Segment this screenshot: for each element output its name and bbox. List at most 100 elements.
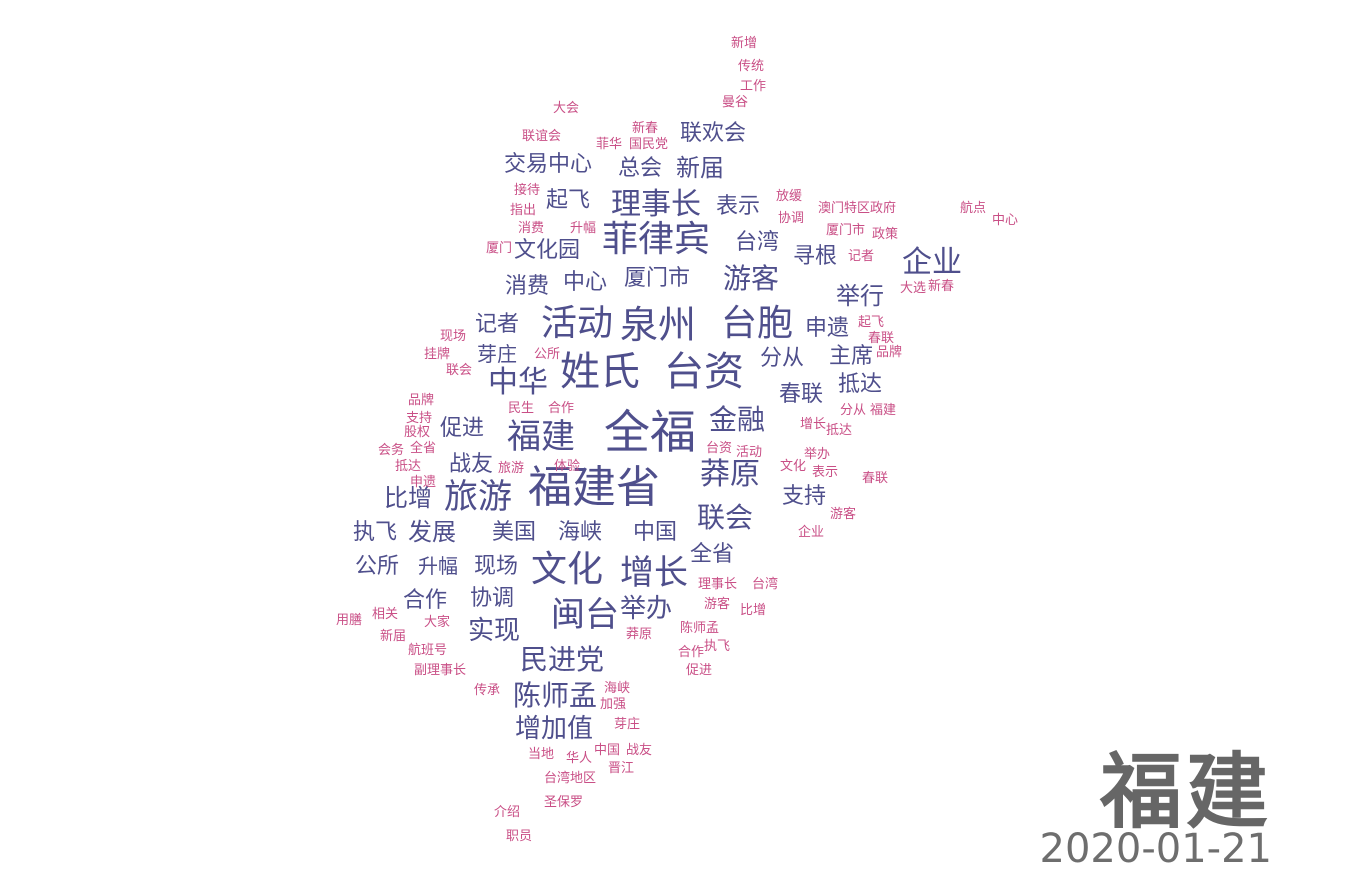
cloud-word: 股权 xyxy=(404,425,431,440)
cloud-word: 陈师孟 xyxy=(513,679,598,712)
cloud-word: 举行 xyxy=(836,282,884,310)
cloud-word: 新春 xyxy=(632,121,659,136)
cloud-word: 春联 xyxy=(862,471,889,486)
cloud-word: 莽原 xyxy=(700,457,760,492)
cloud-word: 新届 xyxy=(380,629,407,644)
cloud-word: 抵达 xyxy=(395,459,422,474)
cloud-word: 会务 xyxy=(378,443,405,458)
cloud-word: 当地 xyxy=(528,747,555,762)
cloud-word: 中心 xyxy=(563,270,608,295)
cloud-word: 分从 xyxy=(840,403,867,418)
cloud-word: 职员 xyxy=(506,829,533,844)
cloud-word: 旅游 xyxy=(498,461,525,476)
cloud-word: 文化 xyxy=(780,459,807,474)
cloud-word: 抵达 xyxy=(826,423,853,438)
cloud-word: 台湾 xyxy=(752,577,779,592)
cloud-word: 挂牌 xyxy=(424,347,451,362)
cloud-word: 全省 xyxy=(410,441,437,456)
cloud-word: 升幅 xyxy=(418,554,458,578)
cloud-word: 游客 xyxy=(830,507,857,522)
cloud-word: 全省 xyxy=(690,542,735,567)
cloud-word: 用膳 xyxy=(336,613,363,628)
cloud-word: 莽原 xyxy=(626,627,653,642)
cloud-word: 消费 xyxy=(505,274,550,299)
cloud-word: 海峡 xyxy=(604,681,631,696)
cloud-word: 政策 xyxy=(872,227,899,242)
cloud-word: 支持 xyxy=(782,484,827,509)
cloud-word: 协调 xyxy=(470,586,515,611)
cloud-word: 大会 xyxy=(553,101,580,116)
cloud-word: 促进 xyxy=(440,416,485,441)
cloud-word: 国民党 xyxy=(629,137,669,152)
cloud-word: 联会 xyxy=(697,501,754,534)
cloud-word: 比增 xyxy=(384,484,432,512)
cloud-word: 海峡 xyxy=(558,520,603,545)
cloud-word: 传承 xyxy=(474,683,501,698)
cloud-word: 执飞 xyxy=(704,639,731,654)
cloud-word: 游客 xyxy=(704,597,731,612)
cloud-word: 寻根 xyxy=(793,244,838,269)
cloud-word: 申遗 xyxy=(410,475,437,490)
cloud-word: 美国 xyxy=(492,520,537,545)
cloud-word: 促进 xyxy=(686,663,713,678)
cloud-word: 记者 xyxy=(848,249,875,264)
cloud-word: 企业 xyxy=(798,525,825,540)
cloud-word: 发展 xyxy=(408,518,456,546)
cloud-word: 品牌 xyxy=(876,345,903,360)
cloud-word: 工作 xyxy=(740,79,767,94)
cloud-word: 春联 xyxy=(868,331,895,346)
cloud-word: 闽台 xyxy=(551,595,619,635)
cloud-word: 春联 xyxy=(779,382,824,407)
cloud-word: 公所 xyxy=(355,554,400,579)
cloud-word: 交易中心 xyxy=(504,152,593,177)
cloud-word: 菲华 xyxy=(596,137,623,152)
cloud-word: 起飞 xyxy=(546,188,591,213)
cloud-word: 台资 xyxy=(706,441,733,456)
cloud-word: 起飞 xyxy=(858,315,885,330)
cloud-word: 中国 xyxy=(633,520,678,545)
cloud-word: 陈师孟 xyxy=(680,621,720,636)
cloud-word: 新增 xyxy=(731,36,758,51)
cloud-word: 文化园 xyxy=(514,238,581,263)
cloud-word: 厦门市 xyxy=(826,223,866,238)
cloud-word: 品牌 xyxy=(408,393,435,408)
cloud-word: 介绍 xyxy=(494,805,521,820)
cloud-word: 活动 xyxy=(736,445,763,460)
cloud-word: 厦门 xyxy=(486,241,513,256)
cloud-word: 合作 xyxy=(678,645,705,660)
cloud-word: 民生 xyxy=(508,401,535,416)
cloud-word: 实现 xyxy=(468,616,521,646)
cloud-word: 游客 xyxy=(723,262,780,295)
cloud-word: 加强 xyxy=(600,697,627,712)
cloud-word: 中国 xyxy=(594,743,621,758)
cloud-word: 增长 xyxy=(800,417,827,432)
cloud-word: 支持 xyxy=(406,411,433,426)
cloud-word: 芽庄 xyxy=(477,342,517,366)
cloud-word: 战友 xyxy=(449,452,494,477)
cloud-word: 台资 xyxy=(664,349,744,395)
cloud-word: 大选 xyxy=(900,281,927,296)
cloud-word: 表示 xyxy=(716,194,761,219)
cloud-word: 举办 xyxy=(804,447,831,462)
cloud-word: 公所 xyxy=(534,347,561,362)
cloud-word: 接待 xyxy=(514,183,541,198)
cloud-word: 联谊会 xyxy=(522,129,562,144)
cloud-word: 主席 xyxy=(829,344,874,369)
cloud-word: 旅游 xyxy=(444,477,512,517)
cloud-word: 记者 xyxy=(475,312,520,337)
cloud-word: 增加值 xyxy=(515,714,594,744)
cloud-word: 台胞 xyxy=(721,303,794,344)
cloud-word: 中心 xyxy=(992,213,1019,228)
cloud-word: 台湾地区 xyxy=(544,771,597,786)
cloud-word: 申遗 xyxy=(805,316,850,341)
cloud-word: 升幅 xyxy=(570,221,597,236)
cloud-word: 传统 xyxy=(738,59,765,74)
cloud-word: 总会 xyxy=(618,156,663,181)
cloud-word: 航点 xyxy=(960,201,987,216)
cloud-word: 放缓 xyxy=(776,189,803,204)
cloud-word: 协调 xyxy=(778,211,805,226)
cloud-word: 曼谷 xyxy=(722,95,749,110)
cloud-word: 战友 xyxy=(626,743,653,758)
cloud-word: 晋江 xyxy=(608,761,635,776)
cloud-word: 比增 xyxy=(740,603,767,618)
